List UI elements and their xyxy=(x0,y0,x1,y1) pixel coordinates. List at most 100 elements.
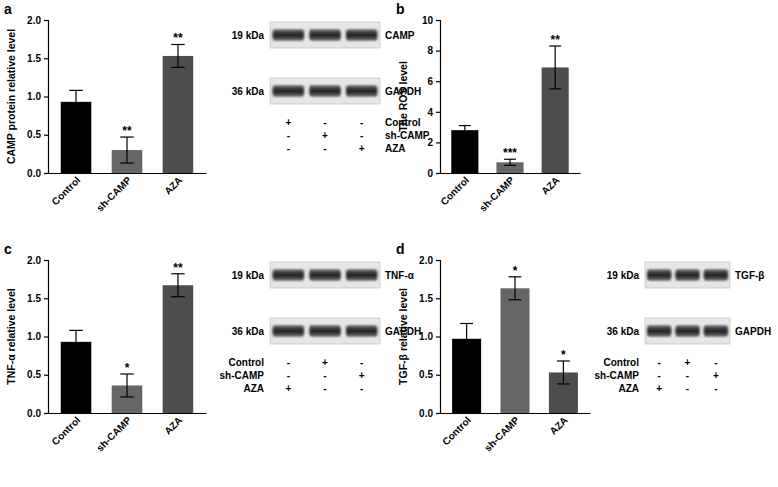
plot-marks xyxy=(451,46,568,173)
plot-marks xyxy=(61,44,194,173)
blot-kda: 36 kDa xyxy=(232,326,265,337)
x-axis-line xyxy=(441,173,581,174)
y-tick-label: 1.5 xyxy=(27,293,41,304)
y-tick-label: 0.0 xyxy=(419,408,433,419)
y-tick-label: 1.0 xyxy=(27,91,41,102)
y-tick-mark xyxy=(44,298,48,299)
blot-sign: - xyxy=(287,357,290,368)
error-cap xyxy=(69,330,82,331)
error-cap xyxy=(509,299,522,300)
y-axis-title: TGF-β relative level xyxy=(397,288,409,385)
x-tick: sh-CAMP xyxy=(482,414,521,453)
panel-letter: d xyxy=(396,241,405,257)
y-tick-mark xyxy=(436,50,440,51)
significance: *** xyxy=(503,146,517,160)
y-axis: 0.0 0.5 1.0 1.5 2.0 xyxy=(27,255,48,419)
blot-kda: 19 kDa xyxy=(232,270,265,281)
y-tick-label: 0.5 xyxy=(27,129,41,140)
x-tick-label: AZA xyxy=(162,174,184,196)
panel-d: d**0.00.51.01.52.0Controlsh-CAMPAZATGF-β… xyxy=(396,241,771,454)
y-axis-line xyxy=(44,21,49,174)
blot-band xyxy=(309,29,341,40)
bar xyxy=(163,56,194,173)
y-tick: 1.0 xyxy=(27,91,48,102)
panel-letter: a xyxy=(4,1,12,17)
y-tick-label: 1.5 xyxy=(419,293,433,304)
error-cap xyxy=(69,90,82,91)
y-tick-label: 0 xyxy=(427,168,433,179)
y-tick-label: 6 xyxy=(427,76,433,87)
y-tick: 0.5 xyxy=(27,369,48,380)
y-axis-line xyxy=(44,261,49,414)
significance: ** xyxy=(173,261,183,275)
y-tick: 0 xyxy=(427,168,440,179)
error-cap xyxy=(171,67,184,68)
y-tick: 0.0 xyxy=(27,168,48,179)
error-line xyxy=(75,90,76,113)
blot-protein: TGF-β xyxy=(735,270,764,281)
error-bar xyxy=(171,44,184,67)
significance: ** xyxy=(122,124,132,138)
y-tick-mark xyxy=(44,413,48,414)
significance: * xyxy=(561,348,566,362)
significance: ** xyxy=(173,31,183,45)
x-tick-label: Control xyxy=(438,174,471,207)
error-line xyxy=(126,374,127,397)
y-tick: 0.0 xyxy=(27,408,48,419)
blot-condition: Control xyxy=(228,357,264,368)
error-bar xyxy=(69,90,82,113)
y-tick-mark xyxy=(44,58,48,59)
y-tick: 1.0 xyxy=(419,331,440,342)
error-cap xyxy=(460,323,473,324)
y-tick: 1.0 xyxy=(27,331,48,342)
blot-sign: - xyxy=(714,357,717,368)
y-tick-mark xyxy=(436,375,440,376)
panel-letter: b xyxy=(396,1,405,17)
blot-band xyxy=(273,85,305,96)
figure: a****0.00.51.01.52.0Controlsh-CAMPAZACAM… xyxy=(0,0,778,487)
plot-marks xyxy=(61,274,194,413)
error-bar xyxy=(509,277,522,300)
x-tick: sh-CAMP xyxy=(94,174,133,213)
y-axis-title: CAMP protein relative level xyxy=(5,29,17,164)
x-tick: Control xyxy=(438,174,471,207)
y-tick-mark xyxy=(436,142,440,143)
error-cap xyxy=(460,353,473,354)
x-tick-label: sh-CAMP xyxy=(94,414,133,453)
y-tick-label: 2.0 xyxy=(27,15,41,26)
blot-strip xyxy=(270,262,380,288)
y-tick-label: 1.0 xyxy=(419,331,433,342)
y-tick: 0.0 xyxy=(419,408,440,419)
y-tick: 2.0 xyxy=(27,15,48,26)
blot-band xyxy=(647,269,671,280)
error-line xyxy=(563,361,564,384)
x-tick-label: Control xyxy=(440,414,473,447)
bar xyxy=(451,130,478,173)
blot-strip xyxy=(270,318,380,344)
western-blot: 19 kDaTGF-β36 kDaGAPDHControl-+-sh-CAMP-… xyxy=(595,262,772,394)
blot-sign: + xyxy=(685,357,691,368)
y-tick-mark xyxy=(436,173,440,174)
blot-sign: + xyxy=(285,383,291,394)
blot-sign: - xyxy=(360,130,363,141)
x-tick-label: sh-CAMP xyxy=(482,414,521,453)
error-cap xyxy=(171,296,184,297)
blot-band xyxy=(704,325,728,336)
y-tick-label: 1.5 xyxy=(27,53,41,64)
blot-band xyxy=(273,29,305,40)
y-tick-label: 0.5 xyxy=(419,369,433,380)
panel-c: c***0.00.51.01.52.0Controlsh-CAMPAZATNF-… xyxy=(4,241,421,454)
y-tick: 8 xyxy=(427,45,440,56)
y-tick-label: 2.0 xyxy=(27,255,41,266)
x-tick-label: AZA xyxy=(547,414,569,436)
blot-strip xyxy=(645,318,730,344)
blot-band xyxy=(346,29,378,40)
x-tick-label: Control xyxy=(49,174,82,207)
x-tick: AZA xyxy=(539,174,561,196)
blot-sign: - xyxy=(657,357,660,368)
blot-sign: + xyxy=(359,143,365,154)
y-tick-label: 0.5 xyxy=(27,369,41,380)
error-line xyxy=(126,137,127,163)
y-tick-label: 1.0 xyxy=(27,331,41,342)
x-tick: Control xyxy=(49,174,82,207)
